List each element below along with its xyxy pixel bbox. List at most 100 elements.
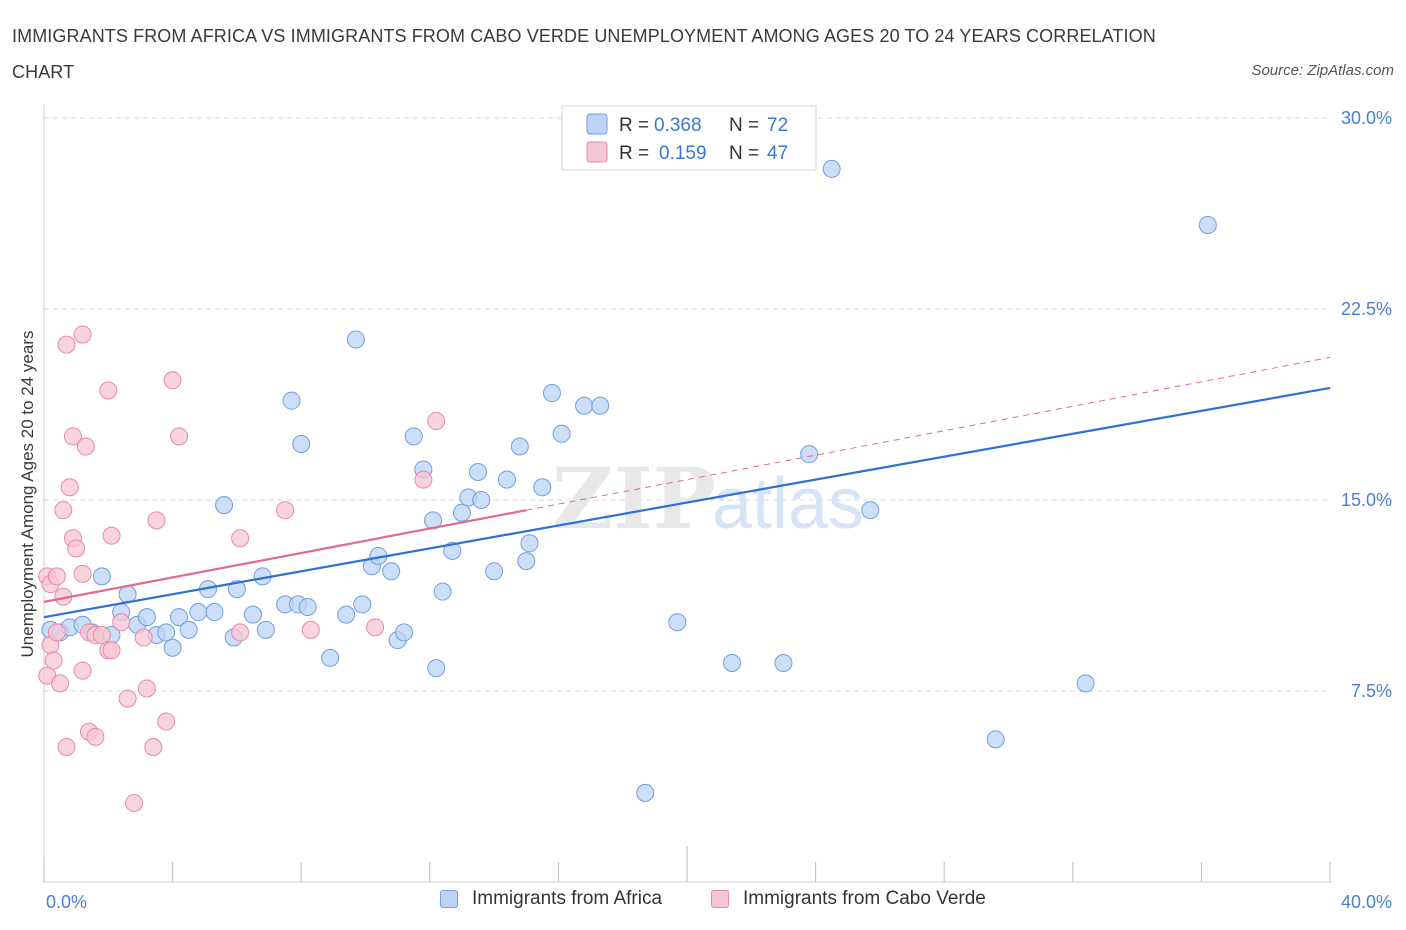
legend-swatch-africa-bottom bbox=[440, 890, 458, 908]
point-africa bbox=[986, 730, 1005, 749]
point-africa bbox=[337, 605, 356, 624]
point-africa bbox=[256, 620, 275, 639]
point-africa bbox=[861, 501, 880, 520]
watermark-atlas: atlas bbox=[712, 464, 864, 544]
point-cabo-verde bbox=[73, 661, 92, 680]
point-cabo-verde bbox=[47, 567, 66, 586]
x-tick-label: 0.0% bbox=[46, 892, 87, 912]
point-cabo-verde bbox=[301, 620, 320, 639]
point-africa bbox=[404, 427, 423, 446]
point-cabo-verde bbox=[147, 511, 166, 530]
point-cabo-verde bbox=[76, 437, 95, 456]
point-cabo-verde bbox=[112, 613, 131, 632]
point-africa bbox=[668, 613, 687, 632]
legend-swatch-cabo-bottom bbox=[711, 890, 729, 908]
legend-africa-r-value: 0.368 bbox=[654, 115, 702, 136]
point-africa bbox=[395, 623, 414, 642]
point-cabo-verde bbox=[427, 412, 446, 431]
series-legend: Immigrants from Africa Immigrants from C… bbox=[0, 888, 1406, 918]
point-africa bbox=[443, 541, 462, 560]
point-cabo-verde bbox=[231, 529, 250, 548]
point-cabo-verde bbox=[54, 501, 73, 520]
point-cabo-verde bbox=[57, 738, 76, 757]
point-africa bbox=[469, 462, 488, 481]
trend-line-cabo-extended bbox=[526, 356, 1331, 511]
trend-line-africa bbox=[43, 386, 1331, 619]
chart-source: Source: ZipAtlas.com bbox=[1251, 62, 1394, 79]
point-africa bbox=[427, 659, 446, 678]
y-tick-label: 7.5% bbox=[1351, 681, 1392, 701]
trend-lines bbox=[43, 356, 1331, 619]
point-africa bbox=[179, 620, 198, 639]
point-africa bbox=[227, 580, 246, 599]
legend-swatch-africa bbox=[586, 113, 608, 135]
x-tick-label: 40.0% bbox=[1341, 892, 1392, 912]
y-tick-label: 22.5% bbox=[1341, 299, 1392, 319]
point-africa bbox=[822, 159, 841, 178]
point-cabo-verde bbox=[102, 526, 121, 545]
legend-africa-r-label: R = bbox=[619, 115, 649, 136]
point-cabo-verde bbox=[137, 679, 156, 698]
point-cabo-verde bbox=[125, 794, 144, 813]
series-cabo-verde bbox=[38, 325, 446, 813]
point-africa bbox=[1198, 215, 1217, 234]
point-cabo-verde bbox=[231, 623, 250, 642]
chart-title: IMMIGRANTS FROM AFRICA VS IMMIGRANTS FRO… bbox=[12, 26, 1156, 82]
point-africa bbox=[382, 562, 401, 581]
point-cabo-verde bbox=[163, 371, 182, 390]
point-africa bbox=[243, 605, 262, 624]
legend-africa-n-value: 72 bbox=[767, 115, 788, 136]
point-africa bbox=[542, 384, 561, 403]
point-africa bbox=[292, 434, 311, 453]
legend-cabo-r-label: R = bbox=[619, 143, 649, 164]
legend-item-cabo: Immigrants from Cabo Verde bbox=[711, 888, 986, 910]
point-africa bbox=[485, 562, 504, 581]
point-cabo-verde bbox=[157, 712, 176, 731]
legend-label-africa: Immigrants from Africa bbox=[472, 888, 663, 909]
y-tick-label: 30.0% bbox=[1341, 108, 1392, 128]
point-africa bbox=[497, 470, 516, 489]
point-africa bbox=[163, 638, 182, 657]
point-cabo-verde bbox=[51, 674, 70, 693]
point-africa bbox=[452, 503, 471, 522]
point-africa bbox=[137, 608, 156, 627]
legend-cabo-n-value: 47 bbox=[767, 143, 788, 164]
point-africa bbox=[472, 491, 491, 509]
point-cabo-verde bbox=[63, 427, 82, 446]
trend-line-cabo bbox=[43, 509, 527, 603]
point-africa bbox=[591, 396, 610, 415]
point-africa bbox=[157, 623, 176, 642]
point-cabo-verde bbox=[73, 325, 92, 344]
point-cabo-verde bbox=[67, 539, 86, 558]
point-africa bbox=[636, 783, 655, 802]
point-cabo-verde bbox=[366, 618, 385, 637]
point-africa bbox=[215, 496, 234, 515]
point-cabo-verde bbox=[170, 427, 189, 446]
point-africa bbox=[517, 552, 536, 571]
point-africa bbox=[433, 582, 452, 601]
point-africa bbox=[520, 534, 539, 553]
point-cabo-verde bbox=[92, 625, 111, 644]
point-cabo-verde bbox=[99, 381, 118, 400]
point-africa bbox=[92, 567, 111, 586]
point-cabo-verde bbox=[73, 564, 92, 583]
point-cabo-verde bbox=[118, 689, 137, 708]
legend-africa-n-label: N = bbox=[729, 115, 759, 136]
point-africa bbox=[800, 445, 819, 464]
point-africa bbox=[298, 597, 317, 616]
point-africa bbox=[575, 396, 594, 415]
point-africa bbox=[321, 648, 340, 667]
point-africa bbox=[353, 595, 372, 614]
point-cabo-verde bbox=[86, 727, 105, 746]
grid bbox=[44, 117, 1330, 692]
point-africa bbox=[552, 424, 571, 443]
point-cabo-verde bbox=[57, 335, 76, 354]
legend-cabo-r-value: 0.159 bbox=[659, 143, 707, 164]
y-axis-title: Unemployment Among Ages 20 to 24 years bbox=[18, 331, 37, 658]
point-cabo-verde bbox=[60, 478, 79, 497]
point-cabo-verde bbox=[134, 628, 153, 647]
point-cabo-verde bbox=[414, 470, 433, 489]
legend-label-cabo: Immigrants from Cabo Verde bbox=[743, 888, 986, 909]
y-tick-label: 15.0% bbox=[1341, 490, 1392, 510]
